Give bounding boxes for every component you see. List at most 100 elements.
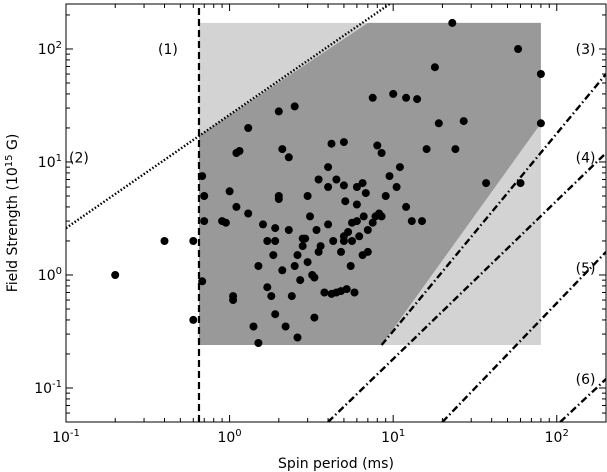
data-point-57	[324, 163, 333, 172]
y-tick-label: 102	[38, 40, 62, 58]
x-tick-label: 101	[381, 428, 405, 446]
data-point-14	[235, 147, 244, 155]
x-tick-label-base: 10	[52, 430, 70, 446]
data-point-104	[418, 217, 426, 226]
data-point-93	[377, 149, 386, 157]
data-point-2	[189, 237, 198, 245]
constraint-lines-layer	[66, 4, 606, 422]
x-tick-label-base: 10	[381, 430, 399, 446]
y-tick-label: 101	[38, 153, 62, 171]
data-point-56	[320, 288, 329, 297]
data-point-60	[327, 139, 336, 148]
data-point-1	[160, 237, 169, 245]
scatter-points-layer	[111, 18, 545, 347]
data-point-48	[306, 212, 314, 221]
line-3	[380, 73, 606, 346]
data-point-94	[377, 212, 386, 221]
data-point-84	[359, 212, 368, 221]
y-tick-label-base: 10	[38, 155, 56, 171]
data-point-44	[298, 242, 307, 251]
data-point-9	[221, 218, 230, 227]
data-point-25	[271, 310, 280, 319]
data-point-98	[392, 183, 401, 191]
data-point-17	[244, 209, 253, 218]
data-point-7	[198, 277, 207, 286]
data-point-24	[267, 292, 276, 301]
data-point-55	[316, 242, 325, 251]
data-point-38	[290, 102, 299, 111]
data-point-12	[229, 296, 238, 304]
annotation-4: (4)	[576, 150, 596, 166]
data-point-19	[254, 262, 263, 270]
data-point-102	[407, 217, 416, 226]
data-point-77	[350, 288, 359, 297]
data-point-113	[516, 179, 525, 188]
annotation-6: (6)	[576, 372, 596, 388]
data-point-27	[271, 237, 280, 245]
data-point-112	[514, 45, 523, 53]
data-point-45	[301, 234, 310, 243]
data-point-109	[451, 145, 460, 154]
data-point-81	[355, 232, 364, 241]
data-point-65	[337, 247, 345, 256]
x-axis-label: Spin period (ms)	[278, 456, 394, 472]
data-point-3	[189, 315, 198, 324]
data-point-108	[448, 18, 457, 27]
data-point-34	[281, 322, 290, 331]
data-point-111	[482, 179, 491, 188]
x-tick-label: 100	[217, 428, 241, 446]
data-point-50	[310, 273, 319, 282]
data-point-107	[434, 119, 443, 128]
data-point-15	[232, 202, 241, 211]
data-point-95	[381, 192, 390, 200]
data-point-40	[293, 251, 302, 260]
data-point-115	[536, 119, 545, 128]
data-point-33	[278, 266, 287, 275]
data-point-71	[341, 197, 350, 206]
data-point-96	[385, 172, 394, 181]
data-point-67	[339, 138, 348, 147]
regions-layer	[199, 22, 541, 346]
data-point-62	[329, 237, 338, 245]
data-point-5	[200, 192, 209, 200]
data-point-18	[249, 322, 258, 331]
annotations-layer: (1) (2) (3) (4) (5) (6)	[69, 42, 595, 388]
data-point-0	[111, 271, 120, 279]
data-point-114	[536, 70, 545, 78]
data-point-86	[363, 226, 372, 234]
data-point-63	[332, 175, 341, 184]
annotation-1: (1)	[158, 42, 178, 58]
x-tick-label-exp: 1	[399, 428, 405, 439]
data-point-88	[368, 93, 377, 102]
x-tick-label-exp: 2	[562, 428, 568, 439]
data-point-51	[310, 313, 319, 322]
data-point-21	[254, 339, 263, 347]
data-point-31	[274, 195, 283, 203]
data-point-37	[287, 292, 296, 301]
data-point-52	[312, 226, 321, 234]
data-point-87	[363, 247, 372, 256]
data-point-99	[395, 163, 404, 172]
data-point-58	[324, 183, 333, 191]
data-point-82	[358, 179, 367, 188]
data-point-79	[352, 200, 361, 209]
line-6	[559, 378, 606, 422]
plot-frame	[65, 3, 607, 423]
x-tick-label-base: 10	[545, 430, 563, 446]
y-tick-label: 100	[38, 266, 62, 284]
data-point-80	[352, 217, 361, 226]
data-point-74	[346, 262, 355, 270]
data-point-85	[361, 189, 370, 198]
data-point-28	[269, 251, 278, 260]
y-tick-label-base: 10	[38, 42, 56, 58]
data-point-97	[389, 89, 398, 98]
data-point-47	[303, 258, 312, 267]
y-axis-label: Field Strength (1015 G)	[4, 134, 21, 293]
data-point-41	[293, 333, 302, 342]
annotation-3: (3)	[576, 42, 596, 58]
data-point-110	[459, 117, 468, 126]
region-dark	[199, 22, 541, 346]
data-point-89	[368, 218, 377, 227]
